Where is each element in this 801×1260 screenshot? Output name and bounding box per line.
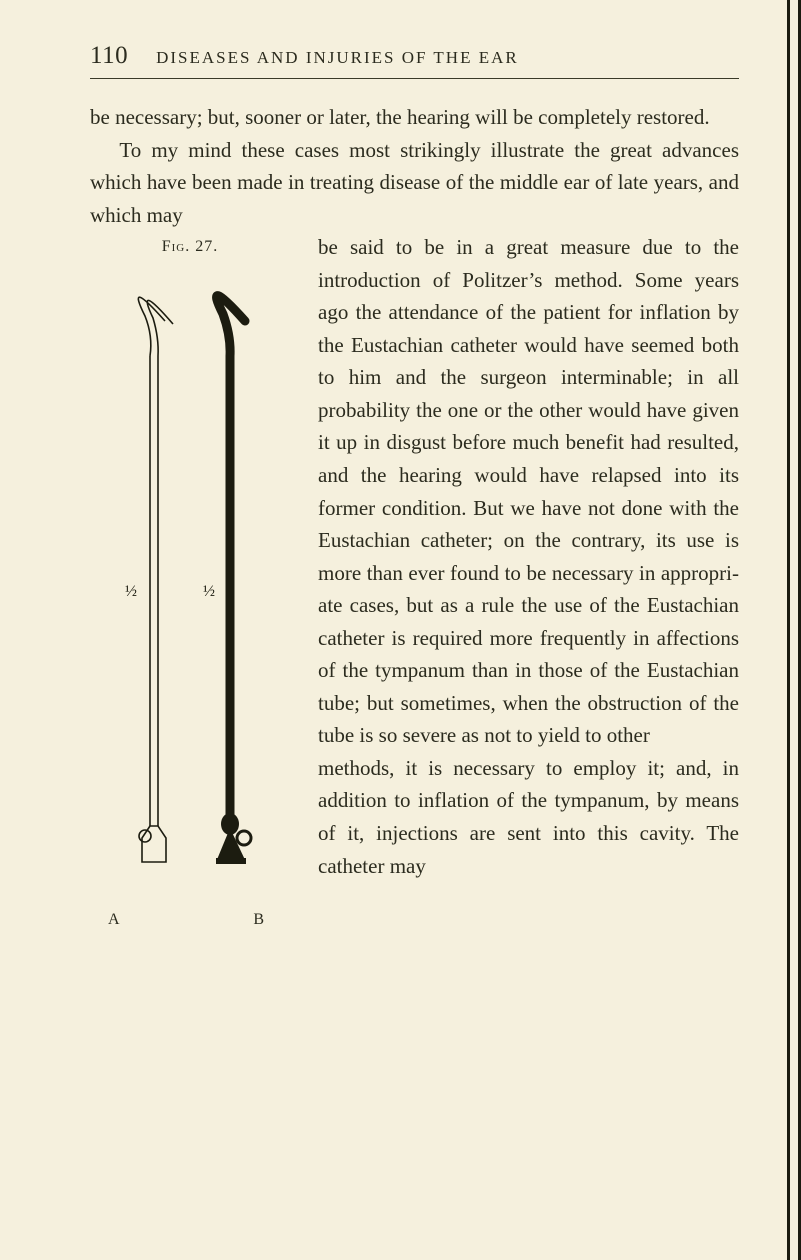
half-label-left: ½ — [125, 583, 137, 600]
page-number: 110 — [90, 42, 128, 70]
page: 110 DISEASES AND INJURIES OF THE EAR be … — [0, 0, 801, 1260]
paragraph-2-lead: To my mind these cases most strikingly i… — [90, 134, 739, 232]
body-text: be necessary; but, sooner or later, the … — [90, 101, 739, 939]
instrument-a — [138, 297, 173, 862]
header-rule — [90, 78, 739, 79]
paragraph-1: be necessary; but, sooner or later, the … — [90, 101, 739, 134]
half-label-right: ½ — [203, 583, 215, 600]
figure-label-a: A — [108, 908, 120, 933]
figure-label-b: B — [253, 908, 264, 933]
instrument-b — [216, 296, 251, 864]
figure-caption: Fig. 27. — [90, 235, 290, 260]
figure-letters: A B — [90, 908, 290, 933]
figure-svg: ½ ½ — [95, 266, 285, 906]
running-head: 110 DISEASES AND INJURIES OF THE EAR — [90, 42, 739, 70]
figure-27: Fig. 27. — [90, 235, 290, 933]
running-title: DISEASES AND INJURIES OF THE EAR — [156, 48, 519, 68]
